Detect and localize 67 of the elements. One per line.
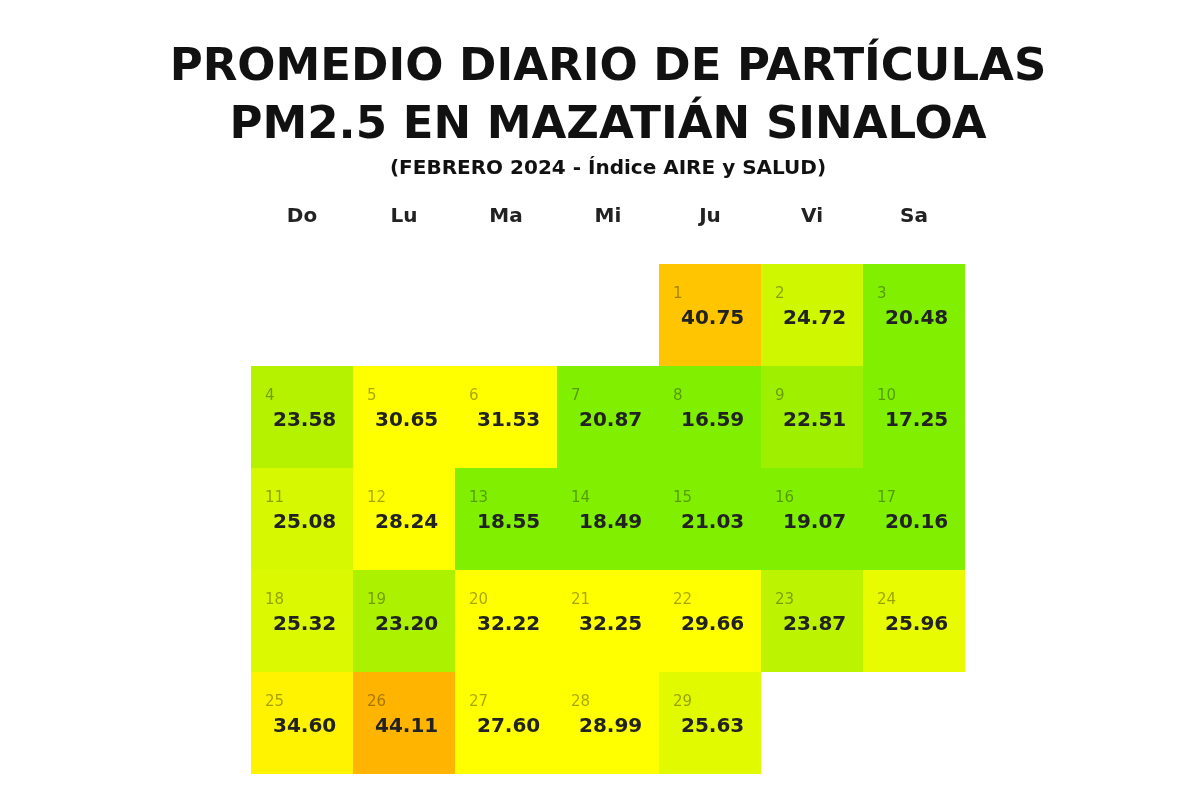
- data-label: 20.87: [579, 407, 643, 431]
- data-label: 30.65: [375, 407, 439, 431]
- annotation: 22: [673, 590, 693, 608]
- annotation: 18: [265, 590, 285, 608]
- annotation: 20: [469, 590, 489, 608]
- data-label: 34.60: [273, 713, 337, 737]
- data-label: 25.08: [273, 509, 337, 533]
- annotation: 16: [775, 488, 795, 506]
- data-label: 44.11: [375, 713, 439, 737]
- data-label: 40.75: [681, 305, 745, 329]
- data-label: 21.03: [681, 509, 745, 533]
- x-tick-label: Mi: [594, 203, 622, 227]
- annotation: 28: [571, 692, 591, 710]
- annotation: 3: [877, 284, 887, 302]
- annotation: 8: [673, 386, 683, 404]
- annotation: 23: [775, 590, 795, 608]
- x-tick-label: Ju: [697, 203, 721, 227]
- data-label: 23.20: [375, 611, 439, 635]
- data-label: 25.63: [681, 713, 745, 737]
- annotation: 4: [265, 386, 275, 404]
- data-label: 24.72: [783, 305, 847, 329]
- annotation: 19: [367, 590, 387, 608]
- annotation: 6: [469, 386, 479, 404]
- data-label: 17.25: [885, 407, 949, 431]
- annotation: 13: [469, 488, 489, 506]
- annotation: 17: [877, 488, 897, 506]
- data-label: 19.07: [783, 509, 847, 533]
- data-label: 28.24: [375, 509, 439, 533]
- annotation: 2: [775, 284, 785, 302]
- annotation: 24: [877, 590, 897, 608]
- annotation: 21: [571, 590, 591, 608]
- data-label: 23.87: [783, 611, 847, 635]
- x-tick-label: Vi: [801, 203, 823, 227]
- x-tick-label: Sa: [900, 203, 928, 227]
- annotation: 12: [367, 488, 387, 506]
- data-label: 16.59: [681, 407, 745, 431]
- data-label: 32.22: [477, 611, 541, 635]
- annotation: 27: [469, 692, 489, 710]
- data-label: 29.66: [681, 611, 745, 635]
- data-label: 28.99: [579, 713, 643, 737]
- annotation: 9: [775, 386, 785, 404]
- data-label: 20.16: [885, 509, 949, 533]
- chart-title: PROMEDIO DIARIO DE PARTÍCULAS PM2.5 EN MAZATIÁN SINALOA: [169, 38, 1047, 149]
- annotation: 15: [673, 488, 693, 506]
- annotation: 11: [265, 488, 285, 506]
- annotation: 1: [673, 284, 683, 302]
- data-label: 25.96: [885, 611, 949, 635]
- data-label: 27.60: [477, 713, 541, 737]
- data-label: 25.32: [273, 611, 337, 635]
- x-tick-label: Lu: [390, 203, 418, 227]
- x-tick-label: Ma: [489, 203, 523, 227]
- annotation: 29: [673, 692, 693, 710]
- data-label: 20.48: [885, 305, 949, 329]
- x-tick-label: Do: [286, 203, 318, 227]
- data-label: 23.58: [273, 407, 337, 431]
- data-label: 32.25: [579, 611, 643, 635]
- data-label: 22.51: [783, 407, 847, 431]
- annotation: 7: [571, 386, 581, 404]
- data-label: 18.55: [477, 509, 541, 533]
- annotation: 26: [367, 692, 387, 710]
- annotation: 5: [367, 386, 377, 404]
- data-label: 18.49: [579, 509, 643, 533]
- annotation: 10: [877, 386, 897, 404]
- chart-subtitle: (FEBRERO 2024 - Índice AIRE y SALUD): [389, 155, 827, 179]
- annotation: 14: [571, 488, 591, 506]
- annotation: 25: [265, 692, 285, 710]
- data-label: 31.53: [477, 407, 541, 431]
